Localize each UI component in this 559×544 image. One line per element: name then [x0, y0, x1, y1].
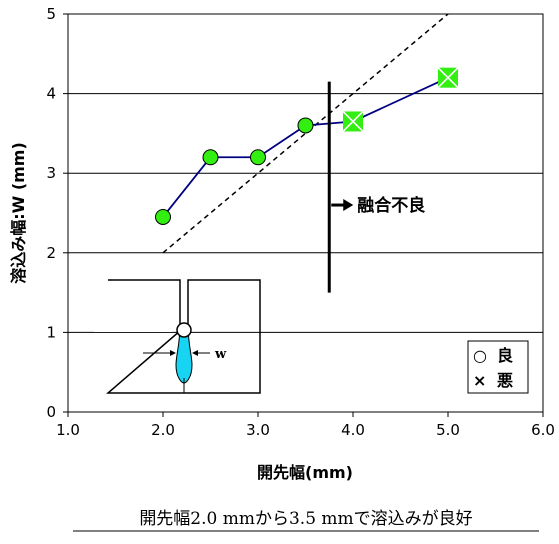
- y-tick-label-2: 2: [46, 244, 56, 262]
- marker-bad-5: [437, 67, 459, 89]
- legend-label-bad: 悪: [497, 371, 513, 390]
- marker-good-0: [155, 208, 171, 225]
- reference-dashed-line: [162, 13, 449, 254]
- marker-good-2: [250, 149, 266, 166]
- y-tick-label-5: 5: [46, 5, 56, 23]
- plot-area: [67, 13, 544, 413]
- marker-good-1: [202, 149, 219, 166]
- axes: 1.0 2.0 3.0 4.0 5.0 6.0 0 1 2 3 4 5: [46, 5, 554, 439]
- inset-dim-arrowhead-right: [192, 350, 198, 356]
- series-line: [162, 76, 449, 218]
- annotation-text: 融合不良: [357, 195, 425, 216]
- x-tick-label-4: 5.0: [436, 421, 460, 439]
- series-group: [155, 67, 459, 225]
- legend-label-good: 良: [497, 346, 513, 365]
- inset-base-plate: [105, 279, 261, 394]
- legend-symbol-good: ○: [473, 346, 487, 365]
- marker-bad-4: [342, 110, 364, 133]
- grid: [68, 93, 543, 333]
- x-axis-title: 開先幅(mm): [257, 463, 353, 482]
- inset-dim-arrowhead-left: [170, 350, 176, 356]
- x-tick-label-0: 1.0: [56, 421, 80, 439]
- inset-groove-tip: [176, 322, 192, 338]
- annotation-arrow-head: [343, 199, 354, 212]
- y-tick-label-0: 0: [46, 403, 56, 421]
- legend: ○ 良 × 悪: [467, 340, 529, 394]
- inset-gap: [94, 324, 172, 332]
- x-tick-label-1: 2.0: [151, 421, 175, 439]
- threshold-group: 融合不良: [327, 81, 425, 293]
- x-tick-label-3: 4.0: [341, 421, 365, 439]
- reference-line: [162, 13, 449, 254]
- caption: 開先幅2.0 mmから3.5 mmで溶込みが良好: [139, 509, 472, 529]
- y-tick-label-1: 1: [46, 323, 56, 341]
- marker-good-3: [297, 117, 314, 134]
- inset-diagram: w: [94, 279, 261, 394]
- x-tick-label-2: 3.0: [246, 421, 270, 439]
- y-tick-label-3: 3: [46, 164, 56, 182]
- y-axis-title: 溶込み幅:W (mm): [9, 142, 28, 284]
- inset-dimension-label: w: [214, 347, 227, 362]
- marker-bad-cross-b-5: [437, 67, 459, 89]
- marker-bad-cross-b-4: [342, 110, 364, 133]
- y-tick-label-4: 4: [46, 85, 56, 103]
- legend-box: [467, 340, 529, 394]
- legend-symbol-bad: ×: [473, 371, 486, 390]
- x-tick-label-5: 6.0: [531, 421, 555, 439]
